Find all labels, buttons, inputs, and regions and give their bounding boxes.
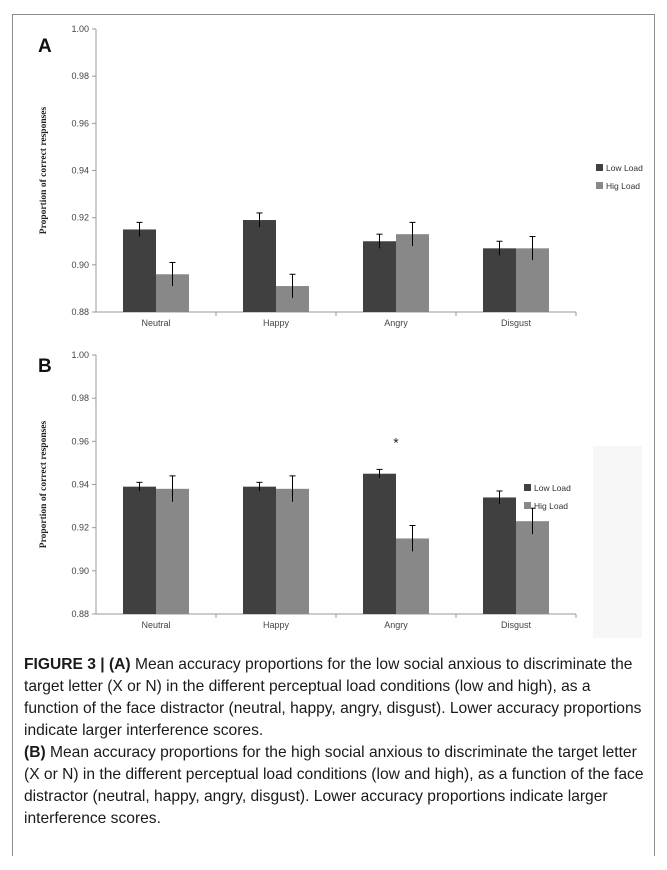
y-tick-label: 0.88 (71, 609, 89, 619)
legend-swatch (524, 484, 531, 491)
bar (396, 234, 429, 312)
y-tick-label: 0.94 (71, 480, 89, 490)
y-tick-label: 0.90 (71, 566, 89, 576)
chart-a: 0.88 0.90 0.92 0.94 0.96 0.98 1.00 Neutral Happy… (38, 24, 643, 328)
bar (363, 241, 396, 312)
x-tick-label: Angry (384, 620, 408, 630)
x-tick-label: Happy (263, 620, 290, 630)
x-tick-label: Angry (384, 318, 408, 328)
bar (123, 486, 156, 614)
y-tick-label: 1.00 (71, 350, 89, 360)
x-tick-label: Neutral (141, 318, 170, 328)
bar (243, 220, 276, 312)
figure-label: FIGURE 3 | (24, 656, 105, 673)
y-tick-label: 0.88 (71, 307, 89, 317)
legend-label: Hig Load (534, 501, 568, 511)
y-axis-label: Proportion of correct responses (39, 106, 49, 234)
bar (243, 486, 276, 614)
y-tick-label: 0.90 (71, 260, 89, 270)
y-tick-label: 0.92 (71, 213, 89, 223)
x-tick-label: Disgust (501, 620, 532, 630)
panel-a: 0.88 0.90 0.92 0.94 0.96 0.98 1.00 Neutral Happy… (0, 14, 667, 328)
x-tick-label: Disgust (501, 318, 532, 328)
legend-swatch (524, 502, 531, 509)
caption-b-label: (B) (24, 744, 46, 761)
y-tick-label: 0.92 (71, 523, 89, 533)
y-tick-label: 0.94 (71, 166, 89, 176)
bar (483, 248, 516, 312)
y-axis-label: Proportion of correct responses (39, 420, 49, 548)
bar (276, 488, 309, 614)
caption-a-text: Mean accuracy proportions for the low so… (24, 656, 642, 739)
significance-marker: * (393, 434, 399, 450)
legend-label: Hig Load (606, 181, 640, 191)
legend-label: Low Load (606, 163, 643, 173)
caption-b-text: Mean accuracy proportions for the high s… (24, 744, 644, 827)
bar (483, 497, 516, 614)
y-tick-label: 0.98 (71, 71, 89, 81)
y-tick-label: 0.98 (71, 393, 89, 403)
bar (363, 473, 396, 614)
x-tick-label: Neutral (141, 620, 170, 630)
figure-frame (12, 14, 655, 856)
panel-b: 0.88 0.90 0.92 0.94 0.96 0.98 1.00 Neutral Happy… (0, 324, 667, 640)
y-tick-label: 0.96 (71, 436, 89, 446)
panel-label: B (38, 356, 52, 377)
y-tick-label: 1.00 (71, 24, 89, 34)
legend-swatch (596, 182, 603, 189)
legend-swatch (596, 164, 603, 171)
x-tick-label: Happy (263, 318, 290, 328)
chart-b: 0.88 0.90 0.92 0.94 0.96 0.98 1.00 Neutral Happy… (38, 350, 577, 630)
bar (123, 229, 156, 312)
panel-label: A (38, 36, 52, 57)
blank-region (593, 446, 642, 638)
caption-a-label: (A) (108, 656, 131, 673)
y-tick-label: 0.96 (71, 118, 89, 128)
legend-label: Low Load (534, 483, 571, 493)
figure-caption: FIGURE 3 | (A) Mean accuracy proportions… (24, 654, 644, 830)
bar (156, 488, 189, 614)
bar (516, 521, 549, 614)
